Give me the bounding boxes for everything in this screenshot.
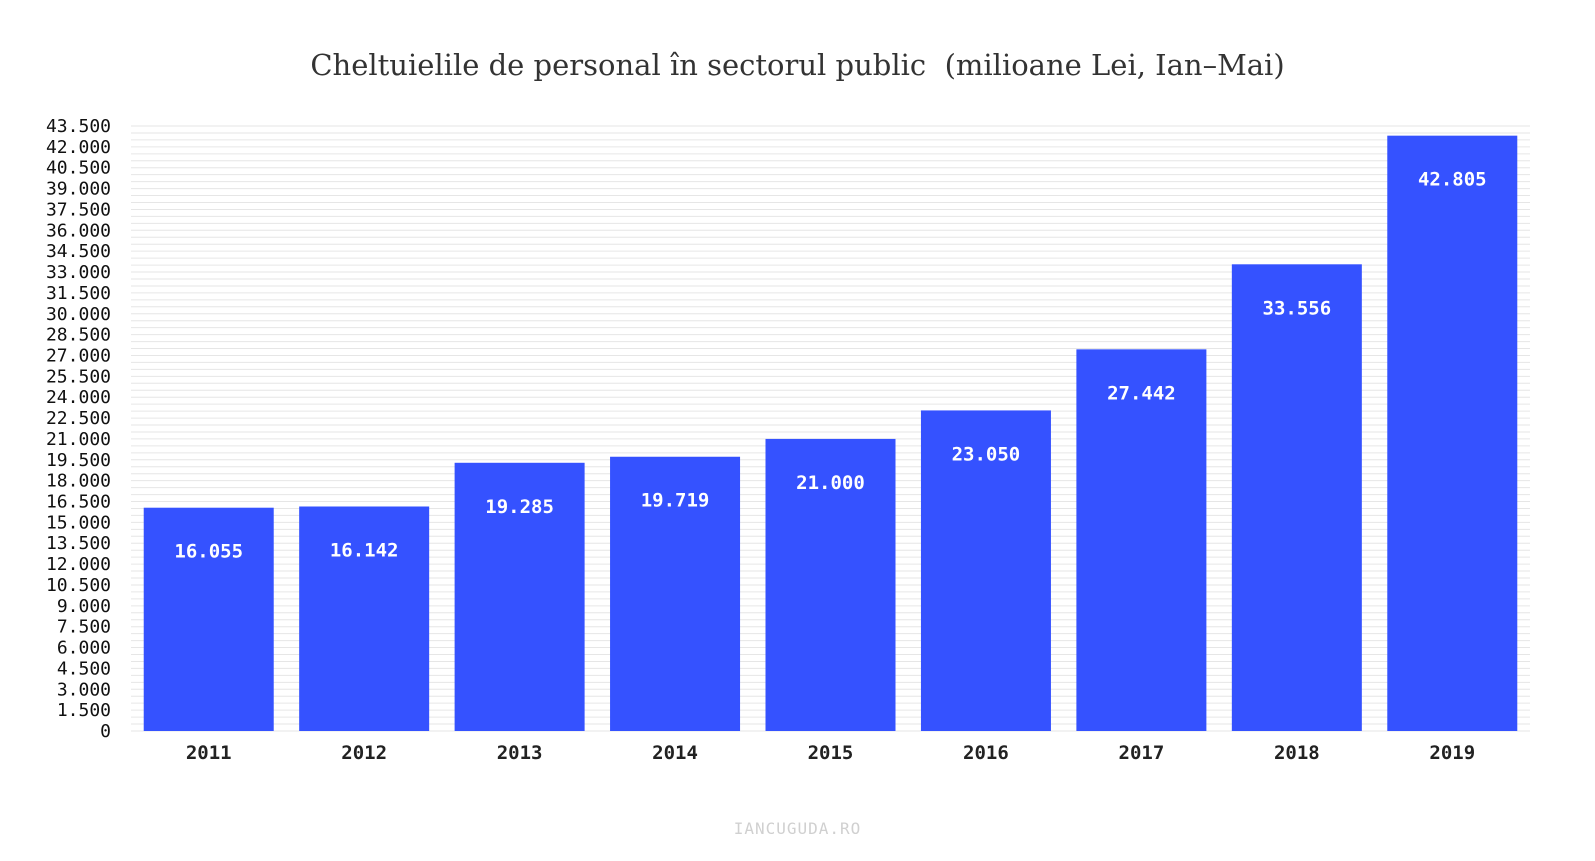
data-label: 27.442: [1107, 382, 1176, 404]
data-label: 33.556: [1263, 297, 1332, 319]
y-tick-label: 10.500: [46, 575, 111, 596]
y-tick-label: 36.000: [46, 220, 111, 241]
bar-2011: [143, 507, 274, 731]
credit-watermark: IANCUGUDA.RO: [733, 819, 862, 838]
y-tick-label: 1.500: [57, 700, 111, 721]
chart-title: Cheltuielile de personal în sectorul pub…: [310, 48, 1285, 82]
y-tick-label: 16.500: [46, 492, 111, 513]
y-axis-ticks: 01.5003.0004.5006.0007.5009.00010.50012.…: [46, 116, 111, 742]
y-tick-label: 15.000: [46, 512, 111, 533]
x-axis-ticks: 2011 2012 2013 2014 2015 2016 2017 2018 2019: [186, 742, 1475, 764]
y-tick-label: 28.500: [46, 325, 111, 346]
y-tick-label: 13.500: [46, 533, 111, 554]
x-tick-label: 2017: [1119, 742, 1165, 764]
bar-2014: [610, 456, 741, 731]
y-tick-label: 34.500: [46, 241, 111, 262]
y-tick-label: 39.000: [46, 179, 111, 200]
x-tick-label: 2014: [652, 742, 698, 764]
y-tick-label: 22.500: [46, 408, 111, 429]
x-tick-label: 2013: [497, 742, 543, 764]
y-tick-label: 0: [100, 721, 111, 742]
y-tick-label: 4.500: [57, 658, 111, 679]
y-tick-label: 42.000: [46, 137, 111, 158]
y-tick-label: 12.000: [46, 554, 111, 575]
y-tick-label: 33.000: [46, 262, 111, 283]
bar-2015: [765, 438, 896, 731]
data-label: 19.285: [485, 496, 554, 518]
data-label: 16.142: [330, 539, 399, 561]
y-tick-label: 3.000: [57, 679, 111, 700]
bar-2016: [920, 410, 1051, 731]
y-tick-label: 30.000: [46, 304, 111, 325]
bar-2012: [299, 506, 430, 731]
x-tick-label: 2011: [186, 742, 232, 764]
y-tick-label: 21.000: [46, 429, 111, 450]
x-tick-label: 2012: [341, 742, 387, 764]
y-tick-label: 43.500: [46, 116, 111, 137]
y-tick-label: 37.500: [46, 199, 111, 220]
x-tick-label: 2015: [808, 742, 854, 764]
bar-2017: [1076, 349, 1207, 731]
y-tick-label: 24.000: [46, 387, 111, 408]
y-tick-label: 40.500: [46, 158, 111, 179]
y-tick-label: 7.500: [57, 617, 111, 638]
y-tick-label: 25.500: [46, 366, 111, 387]
bar-2013: [454, 462, 585, 731]
y-tick-label: 31.500: [46, 283, 111, 304]
bars: [143, 135, 1518, 732]
x-tick-label: 2016: [963, 742, 1009, 764]
x-tick-label: 2018: [1274, 742, 1320, 764]
y-tick-label: 18.000: [46, 471, 111, 492]
bar-2018: [1231, 264, 1362, 731]
y-tick-label: 27.000: [46, 345, 111, 366]
y-tick-label: 9.000: [57, 596, 111, 617]
x-tick-label: 2019: [1429, 742, 1475, 764]
data-labels: 16.055 16.142 19.285 19.719 21.000 23.050 27.4…: [174, 169, 1486, 563]
data-label: 23.050: [952, 443, 1021, 465]
data-label: 19.719: [641, 490, 710, 512]
y-tick-label: 6.000: [57, 638, 111, 659]
y-tick-label: 19.500: [46, 450, 111, 471]
data-label: 16.055: [174, 541, 243, 563]
data-label: 42.805: [1418, 169, 1487, 191]
data-label: 21.000: [796, 472, 865, 494]
bar-2019: [1387, 135, 1518, 732]
